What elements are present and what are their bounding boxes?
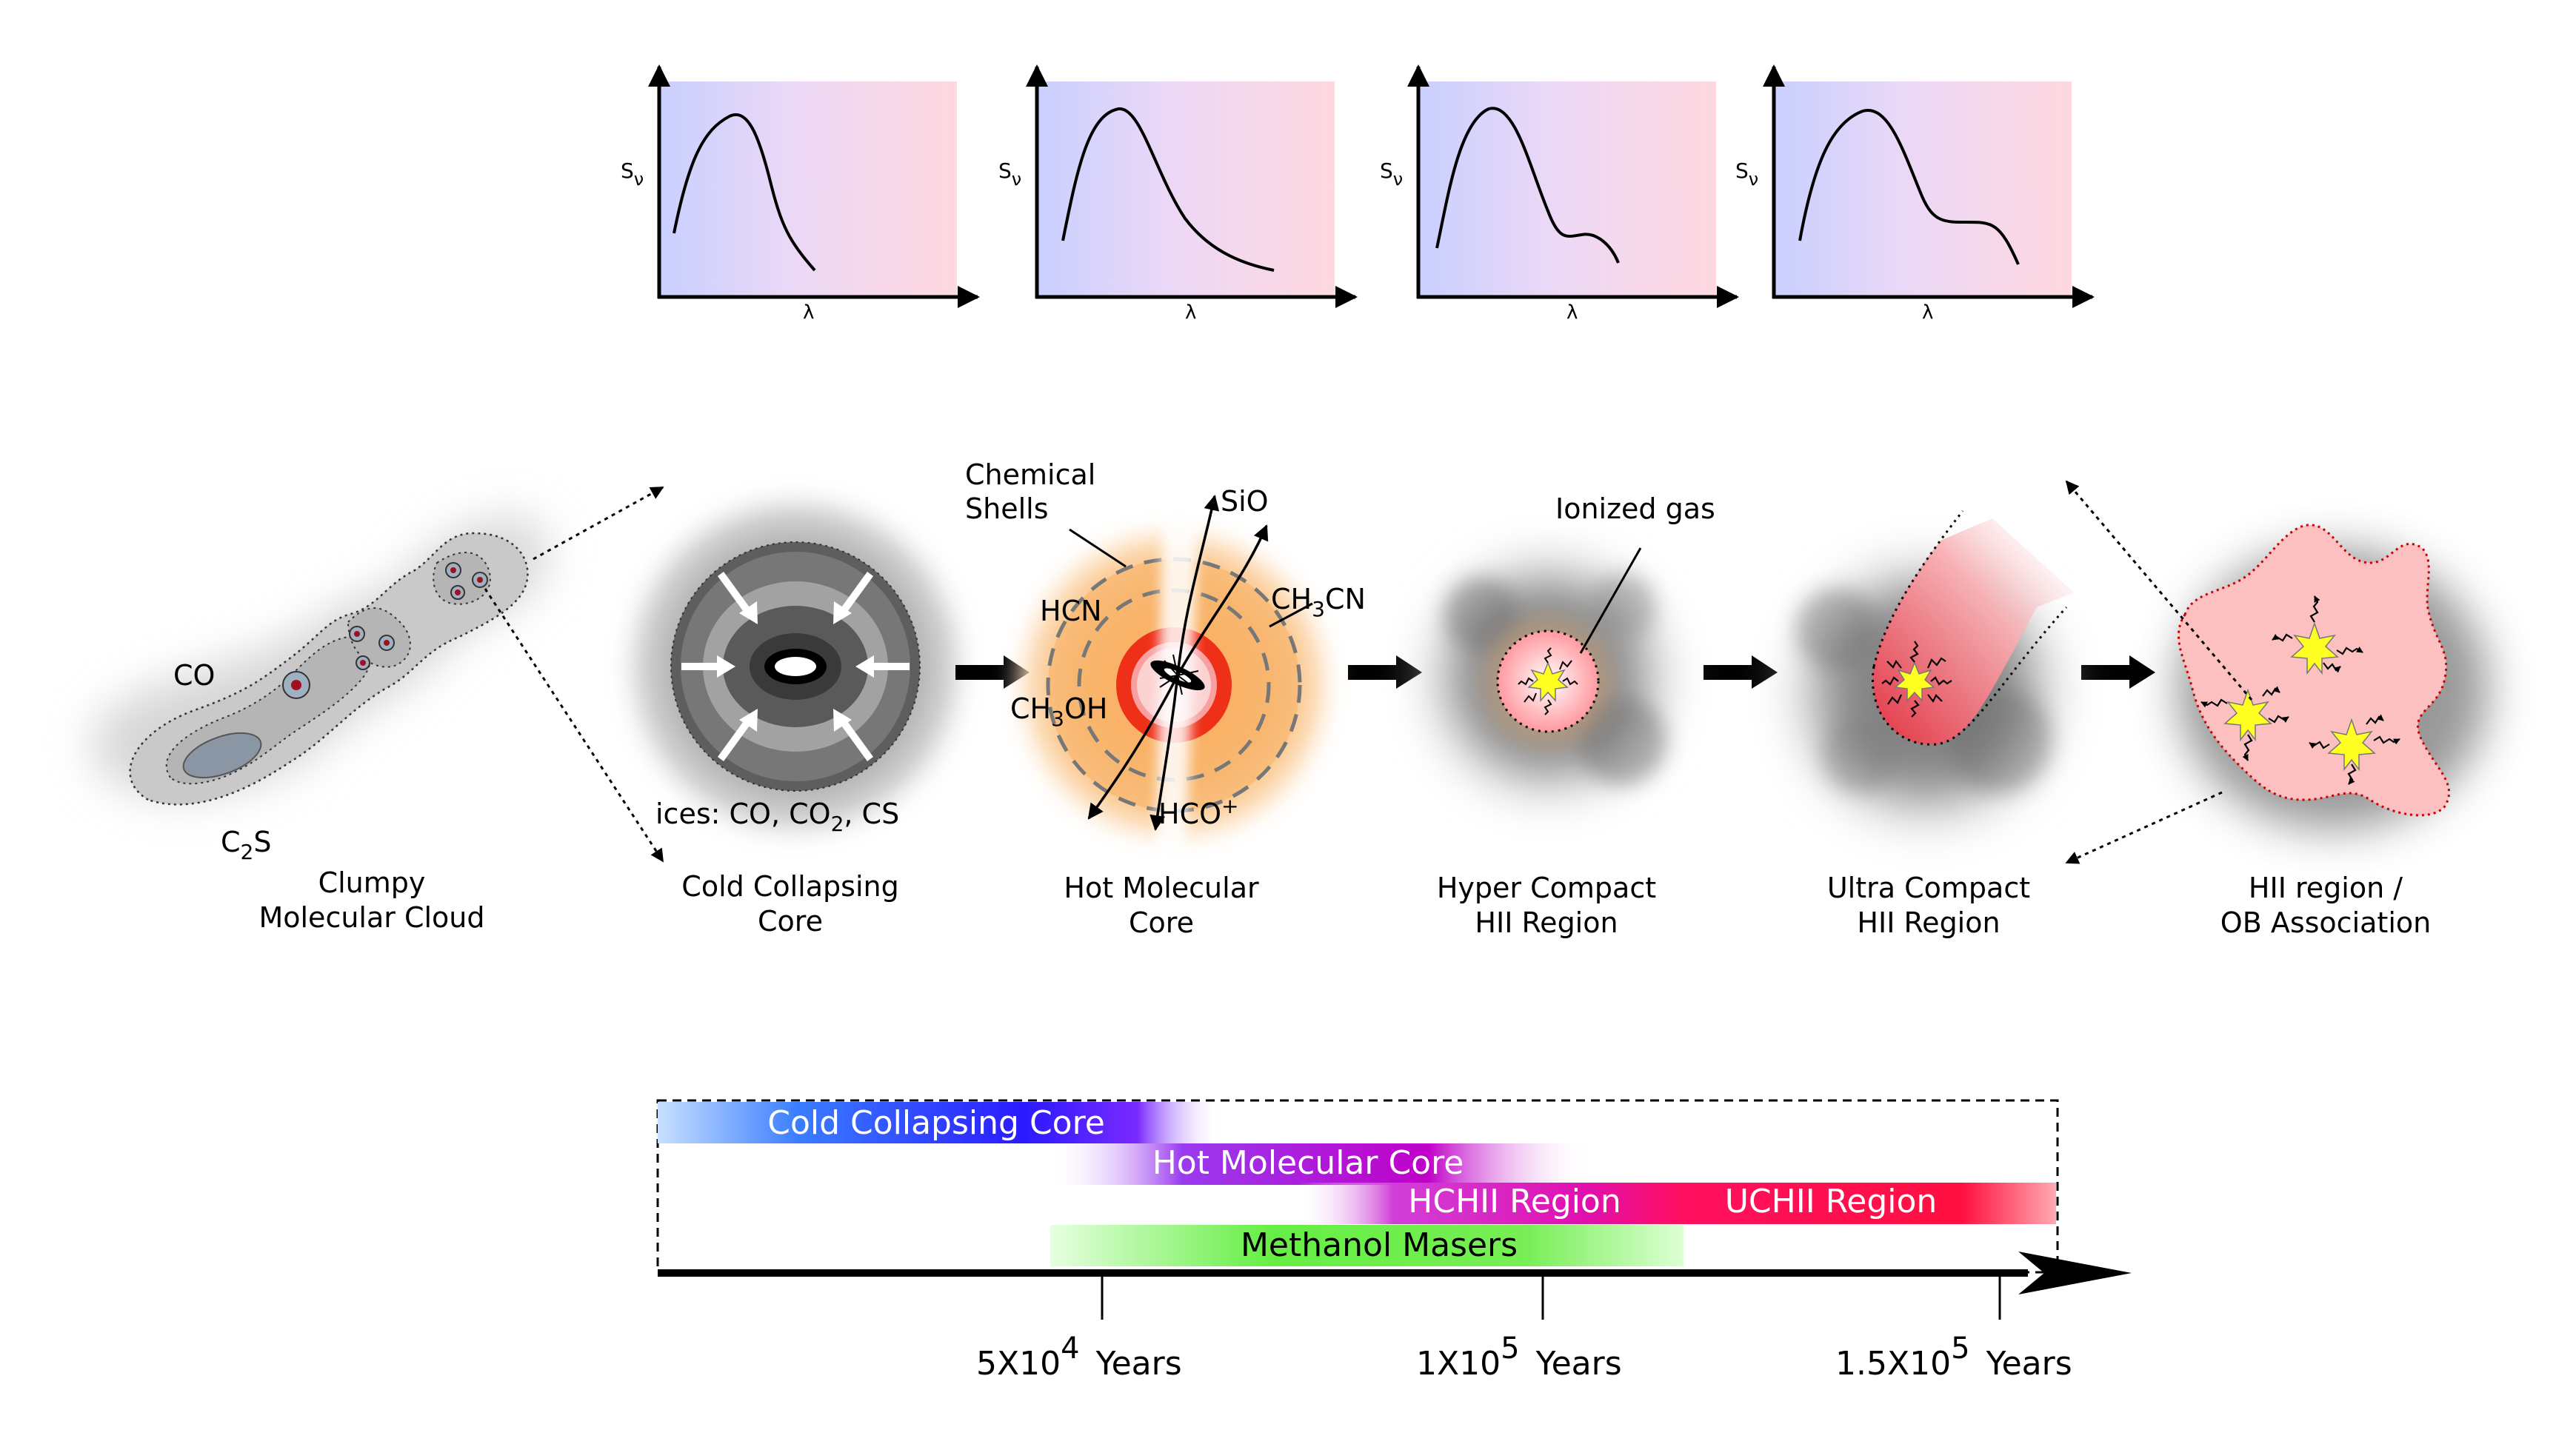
radiation-wiggles — [2200, 595, 2400, 785]
sed-curve — [1061, 107, 1275, 272]
sed-x-label: λ — [803, 301, 814, 324]
co-label: CO — [173, 659, 215, 692]
tick-label-1-5e5: 1.5X105 Years — [1835, 1332, 2072, 1383]
chemical-shells-label-2: Shells — [965, 492, 1049, 525]
hot-molecular-core: Chemical Shells SiO HCN CH3CN CH3OH HCO+ — [965, 458, 1366, 874]
bar-uchii-region — [1680, 1183, 2056, 1224]
sed-y-label: Sν — [1735, 158, 1758, 190]
time-axis-arrowhead — [2018, 1252, 2132, 1294]
stage-hot-line1: Hot Molecular — [1064, 872, 1259, 904]
ch3cn-label: CH3CN — [1271, 583, 1366, 621]
stage-uchii-line2: HII Region — [1857, 906, 2000, 939]
sed-x-label: λ — [1185, 301, 1196, 324]
bar-methanol-masers — [1050, 1225, 1684, 1266]
sed-curve — [673, 113, 816, 272]
sed-panels: Sν λ Sν λ Sν λ Sν λ — [621, 64, 2095, 324]
stage-clumpy-line1: Clumpy — [318, 866, 426, 899]
stage-hchii-line1: Hyper Compact — [1437, 872, 1656, 904]
stage-clumpy-line2: Molecular Cloud — [258, 901, 484, 934]
stage-hii-line1: HII region / — [2249, 872, 2403, 904]
stage-hii-line2: OB Association — [2220, 906, 2431, 939]
stage-labels: Clumpy Molecular Cloud Cold Collapsing C… — [258, 866, 2431, 939]
bar-label-hot: Hot Molecular Core — [1152, 1144, 1464, 1182]
sed-curve — [1798, 108, 2020, 265]
stage-cold-line1: Cold Collapsing — [681, 870, 898, 903]
stage-uchii-line1: Ultra Compact — [1827, 872, 2030, 904]
hii-region-ob-association — [2065, 480, 2489, 864]
hcn-label: HCN — [1040, 595, 1102, 627]
ionized-gas-label: Ionized gas — [1555, 492, 1715, 525]
bar-hot-molecular-core — [1047, 1143, 1591, 1185]
sio-label: SiO — [1221, 485, 1269, 518]
stage-hchii-line2: HII Region — [1475, 906, 1618, 939]
ch3oh-label: CH3OH — [1010, 692, 1107, 731]
bar-label-hchii: HCHII Region — [1408, 1183, 1621, 1220]
sed-y-label: Sν — [621, 158, 644, 190]
sed-y-label: Sν — [1380, 158, 1403, 190]
bar-label-uchii: UCHII Region — [1725, 1183, 1938, 1220]
sed-panel-1: Sν λ — [621, 64, 980, 324]
bar-label-cold: Cold Collapsing Core — [767, 1104, 1105, 1142]
sed-y-label: Sν — [998, 158, 1021, 190]
bar-cold-collapsing-core — [658, 1102, 1222, 1143]
cold-collapsing-core: ices: CO, CO2, CS — [614, 485, 977, 848]
chemical-shells-label-1: Chemical — [965, 458, 1095, 491]
hco-plus-label: HCO+ — [1158, 794, 1239, 830]
sed-x-label: λ — [1922, 301, 1933, 324]
tick-label-1e5: 1X105 Years — [1416, 1332, 1622, 1383]
sed-panel-4: Sν λ — [1735, 64, 2095, 324]
sed-x-label: λ — [1566, 301, 1578, 324]
stage-cold-line2: Core — [758, 905, 823, 938]
c2s-label: C2S — [221, 826, 272, 864]
sed-panel-2: Sν λ — [998, 64, 1358, 324]
clumpy-molecular-cloud: CO C2S — [92, 486, 664, 864]
tick-label-5e4: 5X104 Years — [976, 1332, 1182, 1383]
evolution-timeline: Cold Collapsing Core Hot Molecular Core … — [656, 1099, 2132, 1383]
ices-label: ices: CO, CO2, CS — [655, 798, 899, 836]
sed-curve — [1435, 107, 1620, 264]
hyper-compact-hii-region: Ionized gas — [1407, 492, 1715, 818]
ultra-compact-hii-region — [1770, 510, 2081, 848]
sed-panel-3: Sν λ — [1380, 64, 1739, 324]
stage-hot-line2: Core — [1129, 906, 1194, 939]
bar-label-masers: Methanol Masers — [1241, 1226, 1518, 1264]
bar-hchii-region — [1298, 1183, 1680, 1224]
time-axis — [658, 1269, 2028, 1277]
